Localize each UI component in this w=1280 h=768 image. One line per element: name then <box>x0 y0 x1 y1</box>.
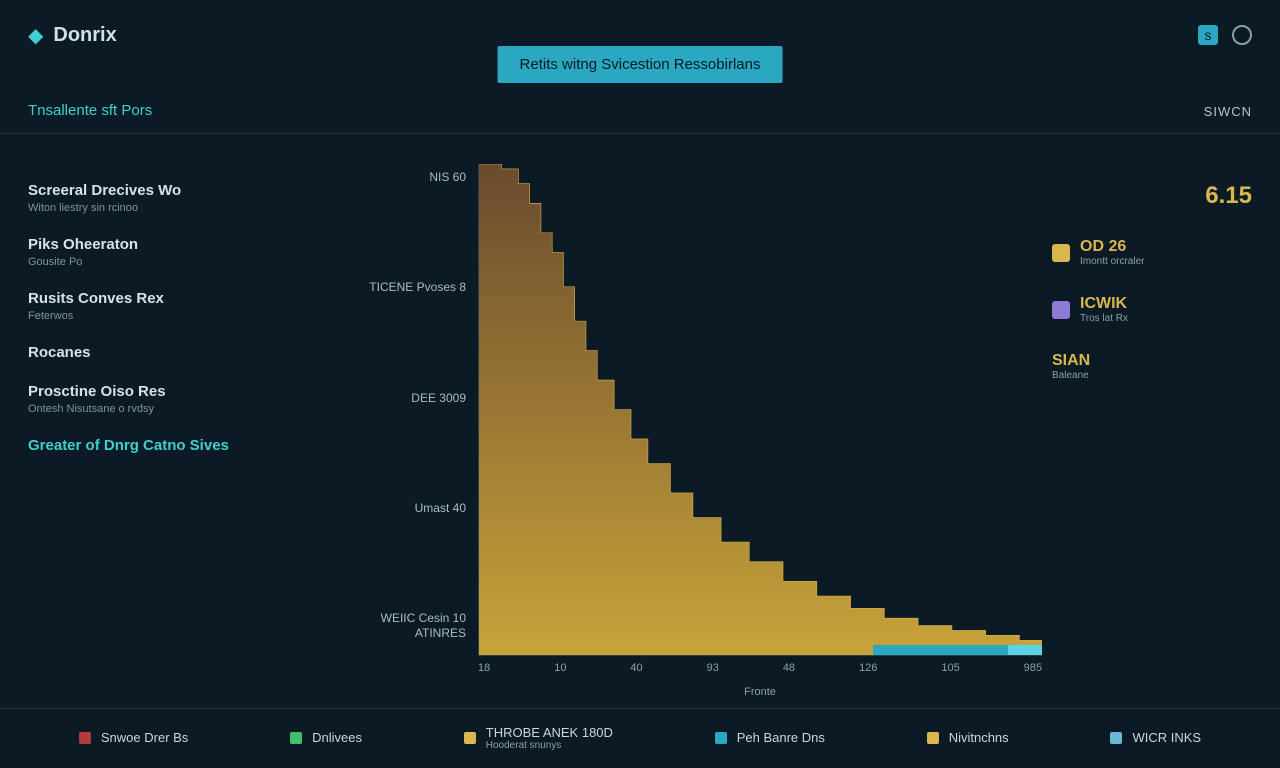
nav-item-2[interactable]: Rusits Conves Rex Feterwos <box>28 290 348 322</box>
header-pill[interactable]: Retits witng Svicestion Ressobirlans <box>498 46 783 83</box>
nav-item-sub: Witon liestry sin rcinoo <box>28 202 348 214</box>
stat-headline: 6.15 <box>1052 182 1252 210</box>
legend-label: Dnlivees <box>312 731 362 745</box>
nav-item-0[interactable]: Screeral Drecives Wo Witon liestry sin rc… <box>28 182 348 214</box>
header: ◆ Donrix Retits witng Svicestion Ressobi… <box>0 0 1280 70</box>
nav-item-1[interactable]: Piks Oheeraton Gousite Po <box>28 236 348 268</box>
legend-label: Snwoe Drer Bs <box>101 731 188 745</box>
chart-y-label: Umast 40 <box>415 501 466 515</box>
brand-block[interactable]: ◆ Donrix <box>28 23 117 48</box>
page-subtitle: Tnsallente sft Pors <box>28 102 152 119</box>
stat-value: SIAN <box>1052 352 1090 370</box>
stat-sub: Imontt orcraler <box>1080 256 1144 267</box>
stat-icon <box>1052 301 1070 319</box>
chart-panel: NIS 60 TICENE Pvoses 8 DEE 3009 Umast 40 WEI… <box>358 164 1042 698</box>
nav-item-title: Prosctine Oiso Res <box>28 383 348 400</box>
notification-icon[interactable]: s <box>1198 25 1218 45</box>
legend-swatch <box>927 732 939 744</box>
chart-baseline-segment <box>479 645 873 655</box>
chart-x-tick: 105 <box>941 662 959 682</box>
legend-item-1[interactable]: Dnlivees <box>290 731 362 745</box>
nav-item-title: Rusits Conves Rex <box>28 290 348 307</box>
nav-item-sub: Ontesh Nisutsane o rvdsy <box>28 403 348 415</box>
legend-label: THROBE ANEK 180D <box>486 726 613 740</box>
stat-value: OD 26 <box>1080 238 1144 256</box>
legend-item-3[interactable]: Peh Banre Dns <box>715 731 825 745</box>
nav-item-sub: Feterwos <box>28 310 348 322</box>
chart-plot-area <box>478 164 1042 656</box>
legend-label: Nivitnchns <box>949 731 1009 745</box>
legend-item-4[interactable]: Nivitnchns <box>927 731 1009 745</box>
legend-swatch <box>464 732 476 744</box>
nav-item-title: Rocanes <box>28 344 348 361</box>
legend-item-5[interactable]: WICR INKS <box>1110 731 1201 745</box>
legend-swatch <box>1110 732 1122 744</box>
chart-x-tick: 48 <box>783 662 795 682</box>
stat-value: ICWIK <box>1080 295 1128 313</box>
chart-y-label: NIS 60 <box>429 170 466 184</box>
chart-area-fill <box>479 164 1042 655</box>
legend-swatch <box>290 732 302 744</box>
chart-y-label: WEIIC Cesin 10ATINRES <box>381 611 466 640</box>
chart-baseline-segment <box>1008 645 1042 655</box>
footer-legend: Snwoe Drer Bs Dnlivees THROBE ANEK 180DHoo… <box>0 708 1280 768</box>
chart-x-tick: 40 <box>630 662 642 682</box>
nav-item-title: Piks Oheeraton <box>28 236 348 253</box>
nav-item-5[interactable]: Greater of Dnrg Catno Sives <box>28 437 348 454</box>
chart-x-ticks: 18 10 40 93 48 126 105 985 <box>478 656 1042 682</box>
page-code: SIWCN <box>1204 70 1252 119</box>
legend-swatch <box>79 732 91 744</box>
chart-x-tick: 18 <box>478 662 490 682</box>
side-nav: Screeral Drecives Wo Witon liestry sin rc… <box>28 164 348 698</box>
legend-label: WICR INKS <box>1132 731 1201 745</box>
chart-x-tick: 126 <box>859 662 877 682</box>
legend-item-2[interactable]: THROBE ANEK 180DHooderat snunys <box>464 726 613 751</box>
stat-row-0: OD 26Imontt orcraler <box>1052 238 1252 267</box>
user-icon[interactable] <box>1232 25 1252 45</box>
nav-item-3[interactable]: Rocanes <box>28 344 348 361</box>
stat-row-1: ICWIKTros lat Rx <box>1052 295 1252 324</box>
stat-icon <box>1052 244 1070 262</box>
chart-y-labels: NIS 60 TICENE Pvoses 8 DEE 3009 Umast 40 WEI… <box>358 164 478 698</box>
nav-item-title: Screeral Drecives Wo <box>28 182 348 199</box>
header-icon-tray: s <box>1198 25 1252 45</box>
chart-y-label: TICENE Pvoses 8 <box>369 280 466 294</box>
stat-sub: Baleane <box>1052 370 1090 381</box>
chart-baseline-bar <box>479 645 1042 655</box>
brand-name: Donrix <box>53 24 116 47</box>
legend-item-0[interactable]: Snwoe Drer Bs <box>79 731 188 745</box>
stat-row-2: SIANBaleane <box>1052 352 1252 381</box>
stat-sub: Tros lat Rx <box>1080 313 1128 324</box>
legend-sub: Hooderat snunys <box>486 740 613 751</box>
brand-icon: ◆ <box>28 23 43 48</box>
chart-x-tick: 93 <box>707 662 719 682</box>
chart-plot: 18 10 40 93 48 126 105 985 Fronte <box>478 164 1042 698</box>
main: Screeral Drecives Wo Witon liestry sin rc… <box>0 134 1280 708</box>
chart-x-tick: 985 <box>1024 662 1042 682</box>
legend-label: Peh Banre Dns <box>737 731 825 745</box>
chart-y-label: DEE 3009 <box>411 391 466 405</box>
chart-x-axis-label: Fronte <box>478 682 1042 698</box>
chart-baseline-segment <box>873 645 1008 655</box>
legend-swatch <box>715 732 727 744</box>
chart-svg <box>479 164 1042 655</box>
nav-item-4[interactable]: Prosctine Oiso Res Ontesh Nisutsane o rvd… <box>28 383 348 415</box>
nav-item-sub: Gousite Po <box>28 256 348 268</box>
chart-x-tick: 10 <box>554 662 566 682</box>
stats-column: 6.15 OD 26Imontt orcraler ICWIKTros lat Rx… <box>1052 164 1252 698</box>
nav-item-title: Greater of Dnrg Catno Sives <box>28 437 348 454</box>
